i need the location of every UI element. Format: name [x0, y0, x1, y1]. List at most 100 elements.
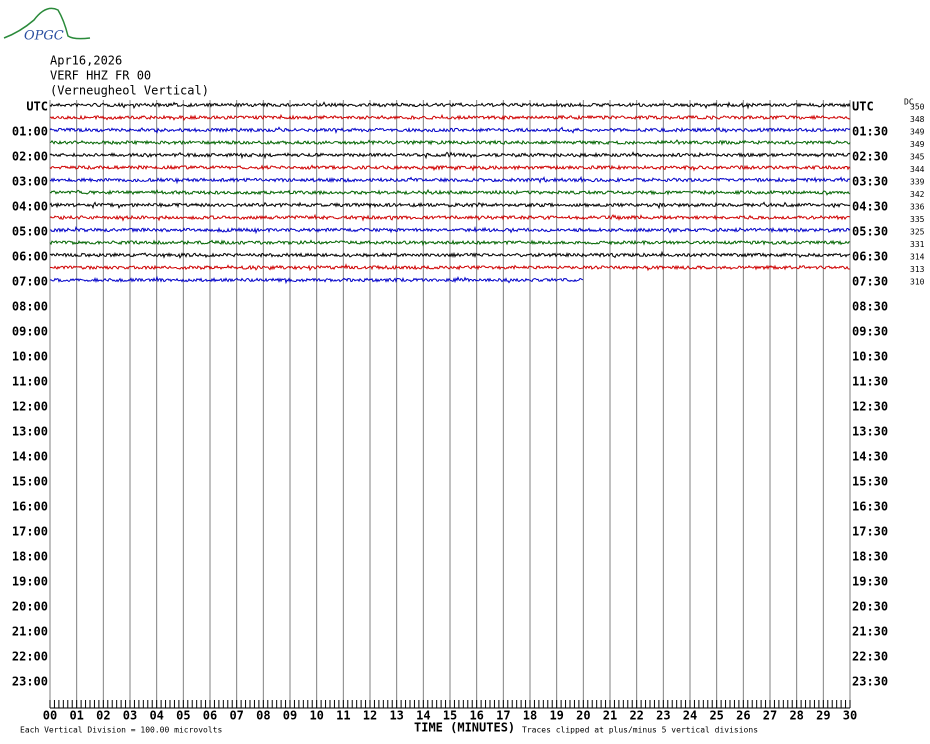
x-tick-label: 06: [203, 709, 217, 723]
trace: [49, 175, 851, 185]
right-time-label: 16:30: [852, 500, 888, 514]
right-time-label: 12:30: [852, 400, 888, 414]
trace: [49, 151, 851, 160]
left-time-label: 21:00: [12, 625, 48, 639]
right-time-label: 20:30: [852, 600, 888, 614]
station: VERF HHZ FR 00: [50, 69, 151, 83]
right-time-label: 19:30: [852, 575, 888, 589]
x-tick-label: 01: [69, 709, 83, 723]
dc-value: 331: [910, 240, 925, 249]
trace: [49, 101, 851, 110]
left-time-label: 18:00: [12, 550, 48, 564]
x-tick-label: 10: [309, 709, 323, 723]
left-time-label: 09:00: [12, 325, 48, 339]
right-time-label: 09:30: [852, 325, 888, 339]
left-time-label: 12:00: [12, 400, 48, 414]
dc-value: 314: [910, 253, 925, 262]
logo: OPGC: [3, 7, 91, 44]
right-time-label: 06:30: [852, 250, 888, 264]
x-tick-label: 07: [229, 709, 243, 723]
dc-value: 350: [910, 103, 925, 112]
left-time-label: 05:00: [12, 225, 48, 239]
x-tick-label: 13: [389, 709, 403, 723]
left-time-label: UTC: [26, 100, 48, 114]
trace: [49, 188, 851, 196]
trace: [49, 239, 851, 247]
x-tick-label: 19: [549, 709, 563, 723]
x-tick-label: 02: [96, 709, 110, 723]
trace: [49, 113, 851, 122]
left-time-label: 22:00: [12, 650, 48, 664]
trace: [49, 263, 851, 272]
dc-value: 339: [910, 178, 925, 187]
dc-value: 310: [910, 278, 925, 287]
x-tick-label: 18: [523, 709, 537, 723]
x-tick-label: 08: [256, 709, 270, 723]
dc-value: 344: [910, 165, 925, 174]
x-tick-label: 24: [683, 709, 697, 723]
x-tick-label: 11: [336, 709, 350, 723]
right-time-label: 03:30: [852, 175, 888, 189]
right-time-label: 22:30: [852, 650, 888, 664]
right-time-label: 13:30: [852, 425, 888, 439]
left-time-label: 16:00: [12, 500, 48, 514]
right-time-label: 21:30: [852, 625, 888, 639]
dc-value: 336: [910, 203, 925, 212]
trace: [49, 139, 851, 146]
right-time-label: 05:30: [852, 225, 888, 239]
left-time-label: 11:00: [12, 375, 48, 389]
trace: [49, 213, 851, 222]
left-time-label: 13:00: [12, 425, 48, 439]
x-tick-label: 20: [576, 709, 590, 723]
x-tick-label: 05: [176, 709, 190, 723]
x-tick-label: 15: [443, 709, 457, 723]
right-time-label: 01:30: [852, 125, 888, 139]
dc-value: 345: [910, 153, 925, 162]
x-tick-label: 30: [843, 709, 857, 723]
dc-value: 348: [910, 115, 925, 124]
x-tick-label: 25: [709, 709, 723, 723]
right-time-label: 15:30: [852, 475, 888, 489]
left-time-label: 17:00: [12, 525, 48, 539]
x-tick-label: 29: [816, 709, 830, 723]
right-time-label: 02:30: [852, 150, 888, 164]
trace: [49, 225, 851, 235]
scale-note: Each Vertical Division = 100.00 microvol…: [20, 726, 222, 735]
dc-value: 313: [910, 265, 925, 274]
left-time-label: 20:00: [12, 600, 48, 614]
logo-mountain: [3, 7, 91, 40]
right-time-label: 18:30: [852, 550, 888, 564]
clip-note: Traces clipped at plus/minus 5 vertical …: [522, 726, 758, 735]
left-time-label: 04:00: [12, 200, 48, 214]
dc-value: 335: [910, 215, 925, 224]
dc-label: DC: [904, 98, 914, 107]
x-tick-label: 09: [283, 709, 297, 723]
left-time-label: 08:00: [12, 300, 48, 314]
right-time-label: 17:30: [852, 525, 888, 539]
right-time-label: 04:30: [852, 200, 888, 214]
right-time-label: 07:30: [852, 275, 888, 289]
left-time-label: 03:00: [12, 175, 48, 189]
trace: [49, 164, 851, 172]
right-time-label: 23:30: [852, 675, 888, 689]
x-tick-label: 21: [603, 709, 617, 723]
x-tick-label: 17: [496, 709, 510, 723]
date: Apr16,2026: [50, 54, 122, 68]
right-time-label: 11:30: [852, 375, 888, 389]
trace: [49, 275, 584, 285]
x-tick-label: 22: [629, 709, 643, 723]
dc-value: 325: [910, 228, 925, 237]
left-time-label: 15:00: [12, 475, 48, 489]
x-tick-label: 27: [763, 709, 777, 723]
dc-value: 349: [910, 140, 925, 149]
x-tick-label: 16: [469, 709, 483, 723]
x-tick-label: 23: [656, 709, 670, 723]
right-time-label: 14:30: [852, 450, 888, 464]
right-time-label: 08:30: [852, 300, 888, 314]
location: (Verneugheol Vertical): [50, 84, 209, 98]
trace: [49, 250, 851, 259]
left-time-label: 01:00: [12, 125, 48, 139]
x-tick-label: 00: [43, 709, 57, 723]
left-time-label: 10:00: [12, 350, 48, 364]
x-tick-label: 26: [736, 709, 750, 723]
